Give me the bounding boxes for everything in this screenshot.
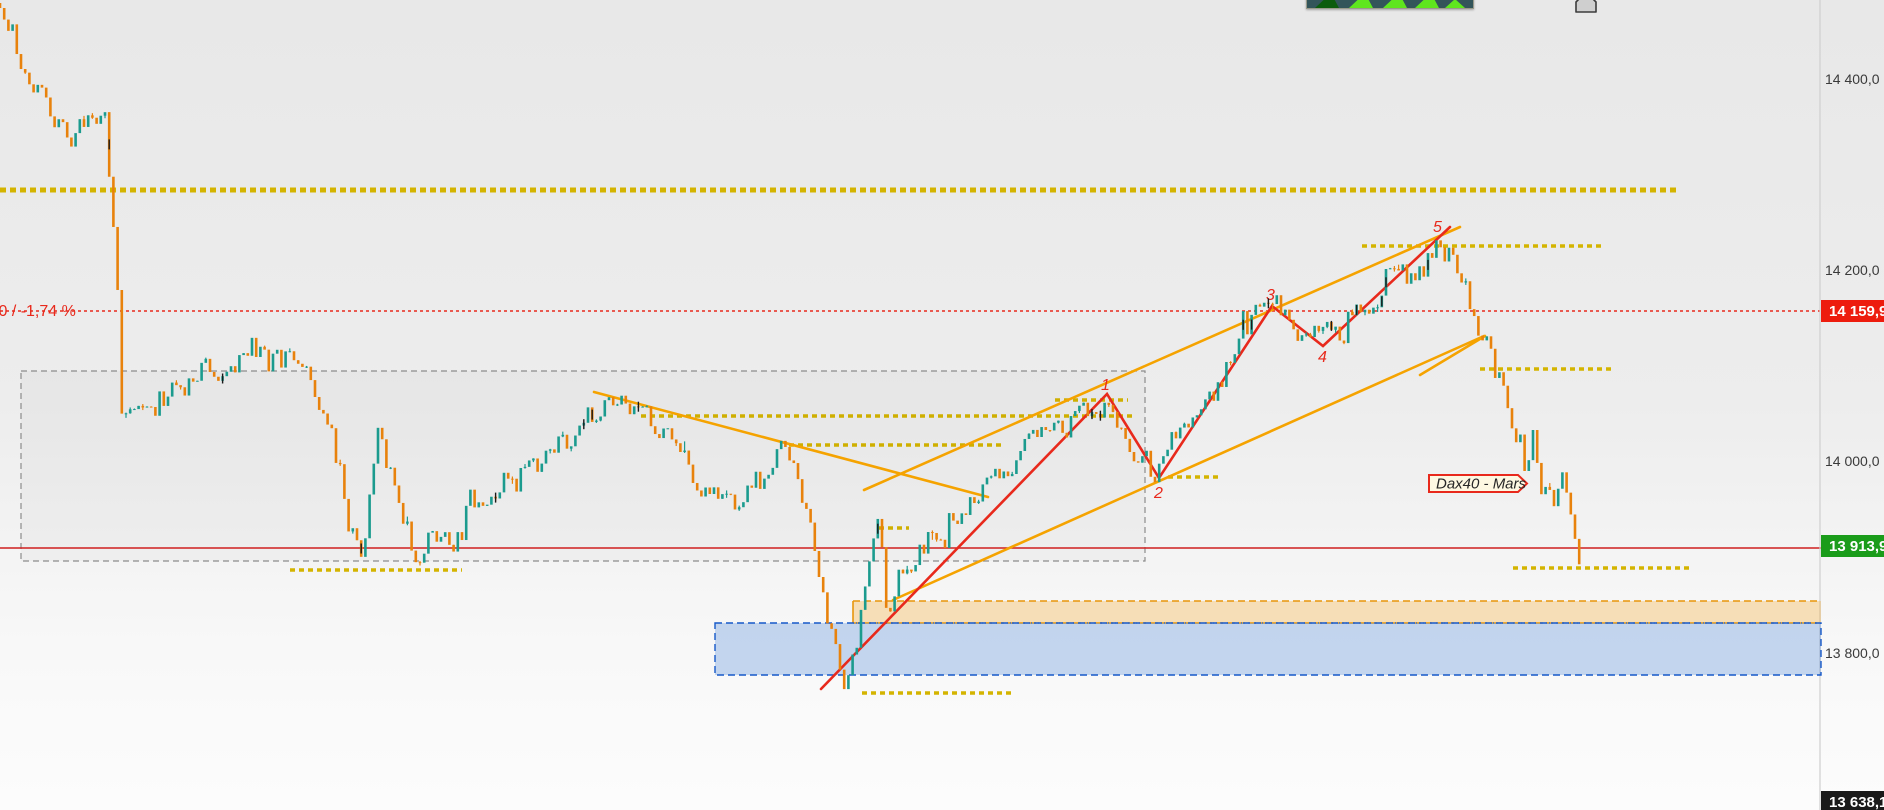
svg-text:1: 1 xyxy=(1101,377,1110,394)
svg-text:2: 2 xyxy=(1153,485,1163,502)
svg-text:4: 4 xyxy=(1318,349,1327,366)
svg-text:5: 5 xyxy=(1433,219,1442,236)
svg-text:Dax40 - Mars: Dax40 - Mars xyxy=(1436,476,1527,493)
svg-text:3: 3 xyxy=(1266,287,1275,304)
